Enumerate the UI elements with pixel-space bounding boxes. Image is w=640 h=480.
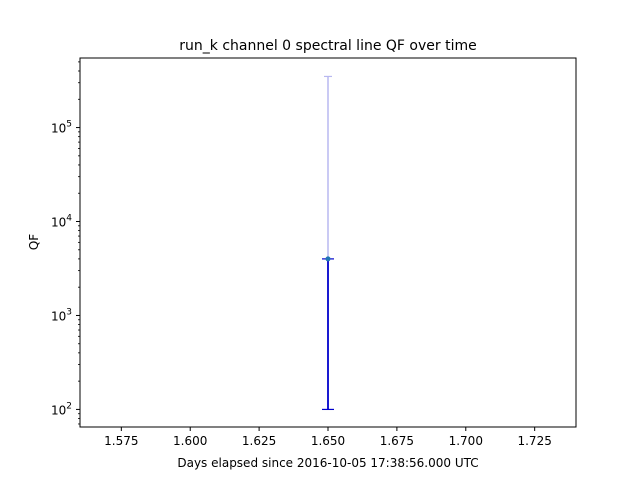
x-tick-label: 1.600 [173, 434, 207, 448]
x-tick-label: 1.650 [311, 434, 345, 448]
x-tick-label: 1.725 [517, 434, 551, 448]
x-tick-label: 1.675 [380, 434, 414, 448]
y-tick-label: 105 [51, 120, 72, 136]
x-axis-label: Days elapsed since 2016-10-05 17:38:56.0… [177, 456, 478, 470]
y-axis: 102 103 104 105 [51, 120, 80, 417]
chart-title: run_k channel 0 spectral line QF over ti… [179, 38, 476, 54]
y-axis-label: QF [27, 234, 41, 250]
data-marks [322, 75, 334, 411]
y-minor-ticks [78, 61, 80, 425]
y-tick-label: 103 [51, 307, 72, 323]
x-tick-label: 1.575 [104, 434, 138, 448]
x-axis: 1.575 1.600 1.625 1.650 1.675 1.700 1.725 [104, 427, 552, 448]
x-tick-label: 1.700 [449, 434, 483, 448]
data-point [325, 256, 331, 262]
y-tick-label: 104 [51, 214, 72, 230]
y-tick-label: 102 [51, 401, 72, 417]
x-tick-label: 1.625 [242, 434, 276, 448]
